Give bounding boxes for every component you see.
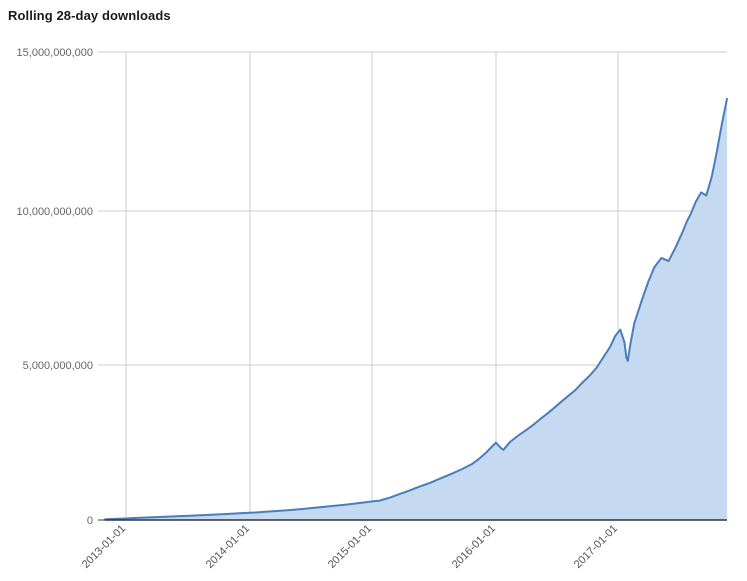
x-tick-label-2013: 2013-01-01 — [80, 523, 128, 571]
y-tick-label-10b: 10,000,000,000 — [17, 206, 93, 218]
x-tick-label-2014: 2014-01-01 — [204, 523, 252, 571]
y-axis: 15,000,000,000 10,000,000,000 5,000,000,… — [17, 47, 105, 527]
series-line — [104, 97, 728, 521]
x-axis-labels: 2013-01-01 2014-01-01 2015-01-01 2016-01… — [80, 523, 620, 571]
y-gridlines — [105, 51, 727, 366]
area-fill — [105, 98, 727, 521]
y-tick-label-15b: 15,000,000,000 — [17, 47, 93, 59]
x-tick-label-2016: 2016-01-01 — [450, 523, 498, 571]
chart-title: Rolling 28-day downloads — [8, 8, 171, 23]
y-tick-label-0: 0 — [87, 515, 93, 527]
y-tick-label-5b: 5,000,000,000 — [23, 360, 93, 372]
x-tick-label-2017: 2017-01-01 — [572, 523, 620, 571]
x-tick-label-2015: 2015-01-01 — [326, 523, 374, 571]
